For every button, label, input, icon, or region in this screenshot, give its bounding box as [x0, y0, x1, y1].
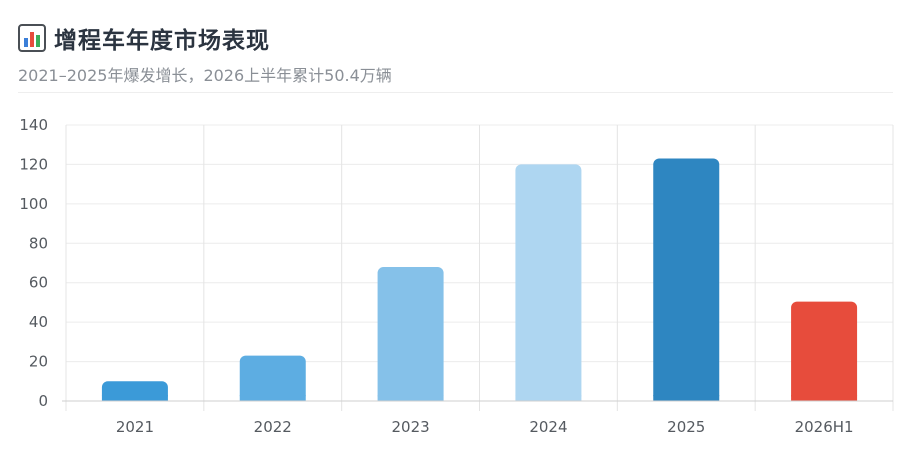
chart-subtitle: 2021–2025年爆发增长，2026上半年累计50.4万辆 [18, 66, 392, 85]
bar-base-2025 [653, 395, 720, 401]
axis-layer: 0 20 40 60 80 100 120 140 2021 2022 2023 2024 2025 20… [19, 116, 893, 436]
x-tick-label: 2021 [116, 418, 154, 436]
grid-layer [65, 124, 894, 411]
chart-header: 增程车年度市场表现 2021–2025年爆发增长，2026上半年累计50.4万辆 [18, 20, 898, 86]
x-tick-label: 2024 [529, 418, 567, 436]
x-tick-label: 2025 [667, 418, 705, 436]
header-divider [18, 92, 893, 93]
bar-2023 [377, 266, 444, 401]
bar-base-2021 [101, 395, 168, 401]
bar-2025 [653, 158, 720, 401]
x-tick-label: 2026H1 [795, 418, 854, 436]
title-row: 增程车年度市场表现 [18, 20, 898, 56]
bar-base-2023 [377, 395, 444, 401]
bar-base-2026H1 [791, 395, 858, 401]
bars-layer [101, 158, 858, 401]
bar-2024 [515, 164, 582, 401]
y-tick-label: 120 [19, 155, 48, 173]
bar-base-2024 [515, 395, 582, 401]
bar-2026H1 [791, 301, 858, 401]
y-tick-label: 80 [29, 234, 48, 252]
x-tick-label: 2022 [254, 418, 292, 436]
y-tick-label: 20 [29, 353, 48, 371]
y-tick-label: 40 [29, 313, 48, 331]
chart-title: 增程车年度市场表现 [54, 28, 270, 54]
x-tick-label: 2023 [391, 418, 429, 436]
y-tick-label: 60 [29, 274, 48, 292]
bar-2022 [239, 355, 306, 401]
bar-chart-icon [18, 24, 46, 52]
y-tick-label: 0 [38, 392, 48, 410]
y-tick-label: 140 [19, 116, 48, 134]
y-tick-label: 100 [19, 195, 48, 213]
bar-base-2022 [239, 395, 306, 401]
